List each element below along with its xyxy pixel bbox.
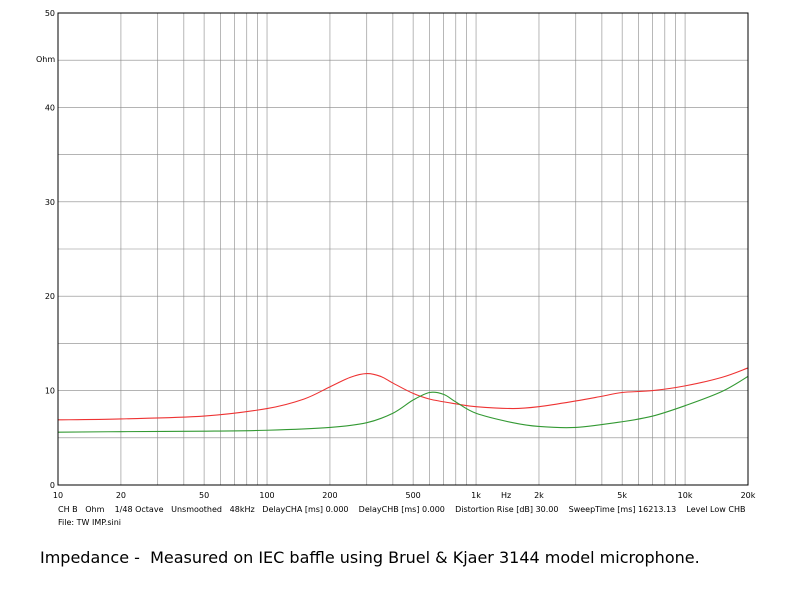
y-tick-label: 20 — [45, 292, 55, 301]
y-tick-label: 10 — [45, 387, 55, 396]
y-tick-labels: 0 10 20 30 40 50 — [45, 9, 55, 490]
x-unit-label: Hz — [501, 491, 511, 500]
x-tick-label: 20k — [741, 491, 756, 500]
x-tick-label: 100 — [259, 491, 274, 500]
y-tick-label: 40 — [45, 103, 55, 112]
measurement-settings: CH B Ohm 1/48 Octave Unsmoothed 48kHz De… — [58, 505, 746, 514]
impedance-curve-1 — [57, 367, 749, 421]
caption: Impedance - Measured on IEC baffle using… — [40, 548, 700, 567]
y-tick-label: 50 — [45, 9, 55, 18]
impedance-curve-2 — [57, 375, 749, 433]
x-tick-label: 10k — [678, 491, 693, 500]
x-tick-label: 5k — [617, 491, 627, 500]
x-tick-label: 1k — [471, 491, 481, 500]
series-layer — [57, 367, 749, 433]
y-unit-label: Ohm — [36, 55, 55, 64]
x-tick-label: 20 — [116, 491, 126, 500]
y-tick-label: 30 — [45, 198, 55, 207]
x-tick-label: 2k — [534, 491, 544, 500]
y-tick-label: 0 — [50, 481, 55, 490]
x-tick-labels: 10 20 50 100 200 500 1k 2k 5k 10k 20k — [53, 491, 756, 500]
file-name: File: TW IMP.sini — [58, 518, 122, 527]
plot-frame — [57, 12, 749, 486]
x-tick-label: 10 — [53, 491, 63, 500]
x-tick-label: 200 — [322, 491, 337, 500]
x-tick-label: 50 — [199, 491, 209, 500]
x-tick-label: 500 — [405, 491, 420, 500]
